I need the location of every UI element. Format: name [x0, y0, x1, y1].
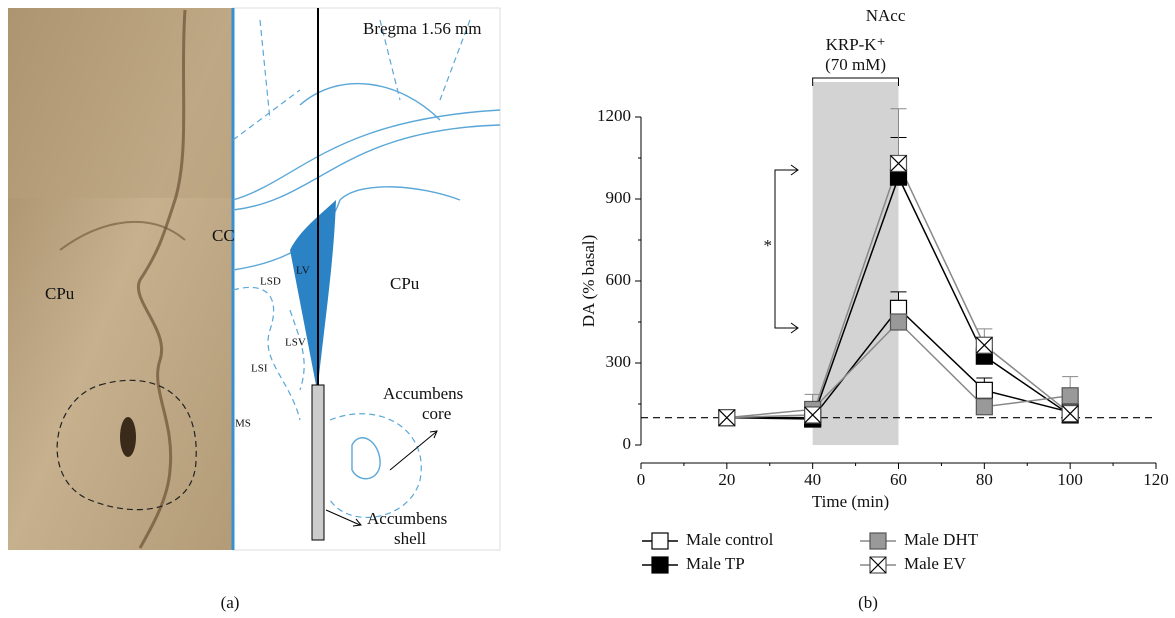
marker-cross: [890, 155, 907, 172]
panel-b: KRP-K⁺(70 mM) NAcc 0 300 600 900 1200 0 20 40 60 80…: [579, 6, 1169, 574]
marker-cross: [869, 556, 887, 574]
marker: [1061, 387, 1079, 405]
marker-box: [651, 556, 669, 574]
region-label: Accumbens: [383, 384, 463, 403]
arrow: [325, 509, 361, 526]
marker-cross: [975, 336, 993, 354]
y-tick-label: 900: [606, 188, 632, 207]
tissue-vessel: [120, 417, 136, 457]
legend-entry: Male DHT: [860, 530, 979, 550]
shaded-label: KRP-K⁺: [826, 35, 886, 54]
marker: [651, 556, 669, 574]
y-axis-label: DA (% basal): [579, 235, 598, 328]
marker: [1061, 404, 1079, 423]
x-tick-label: 120: [1143, 470, 1169, 489]
arrow-head: [352, 518, 362, 527]
region-label: LV: [296, 265, 310, 277]
region-label: shell: [394, 529, 426, 548]
region-label: LSV: [285, 337, 306, 349]
region-label: CPu: [390, 274, 420, 293]
atlas-line: [232, 19, 471, 141]
shaded-label: (70 mM): [825, 55, 886, 74]
error-bar: [890, 108, 907, 164]
tissue-fiber: [136, 9, 187, 549]
x-tick-label: 60: [890, 470, 907, 489]
significance-arrow: [774, 164, 799, 334]
region-label: LSI: [251, 363, 268, 375]
tissue-band: [8, 8, 233, 198]
bregma-label: Bregma 1.56 mm: [363, 19, 482, 38]
region-label: CPu: [45, 284, 75, 303]
bracket: [812, 77, 899, 86]
region-label: MS: [235, 418, 251, 430]
marker-box: [869, 532, 887, 550]
legend-entry: Male TP: [642, 554, 745, 574]
x-tick-label: 80: [976, 470, 993, 489]
region-label: Accumbens: [367, 509, 447, 528]
x-tick-label: 20: [718, 470, 735, 489]
marker: [889, 154, 908, 173]
atlas-line: [299, 82, 441, 121]
chart-title: NAcc: [866, 6, 906, 25]
shaded-region: [812, 82, 899, 445]
atlas-line: [232, 109, 501, 201]
marker: [869, 532, 887, 550]
region-label: core: [422, 404, 451, 423]
caption: (a): [221, 593, 240, 612]
panel-a: Bregma 1.56 mm CC CPu CPu LV LSD LSV LSI…: [8, 7, 501, 551]
marker-box: [1061, 387, 1079, 405]
x-axis-label: Time (min): [812, 492, 889, 511]
atlas-line: [232, 186, 461, 271]
marker-box: [975, 381, 993, 399]
tissue-fiber: [59, 220, 186, 251]
atlas-line: [351, 437, 381, 480]
atlas-line: [232, 286, 301, 421]
marker-box: [889, 313, 908, 331]
arrow-head: [429, 430, 438, 439]
marker: [651, 532, 669, 550]
probe-membrane: [311, 384, 325, 541]
significance-label: *: [764, 236, 773, 255]
y-tick-label: 0: [623, 434, 632, 453]
legend-label: Male DHT: [904, 530, 979, 549]
atlas: [232, 7, 501, 551]
atlas-line: [289, 309, 305, 391]
y-tick-label: 300: [606, 352, 632, 371]
marker: [804, 406, 822, 424]
lateral-ventricle: [290, 200, 336, 385]
legend-label: Male control: [686, 530, 774, 549]
marker: [869, 556, 887, 574]
region-label: LSD: [260, 276, 281, 288]
x-tick-label: 40: [804, 470, 821, 489]
y-tick-label: 1200: [597, 106, 631, 125]
marker-box: [651, 532, 669, 550]
marker-box: [975, 398, 993, 416]
marker-cross: [718, 409, 736, 427]
marker-cross: [804, 406, 822, 424]
accumbens-outline: [56, 379, 197, 511]
marker: [975, 398, 993, 416]
marker: [975, 336, 993, 354]
region-label: CC: [212, 226, 235, 245]
marker-cross: [1061, 405, 1079, 422]
y-tick-label: 600: [606, 270, 632, 289]
legend-label: Male EV: [904, 554, 967, 573]
caption: (b): [858, 593, 878, 612]
x-tick-label: 0: [637, 470, 646, 489]
atlas-line: [232, 124, 501, 211]
marker: [975, 381, 993, 399]
legend-entry: Male control: [642, 530, 774, 550]
legend-label: Male TP: [686, 554, 745, 573]
marker: [889, 313, 908, 331]
marker: [718, 409, 736, 427]
legend-entry: Male EV: [860, 554, 967, 574]
atlas-line: [329, 413, 422, 518]
arrow: [389, 431, 437, 471]
x-tick-label: 100: [1057, 470, 1083, 489]
